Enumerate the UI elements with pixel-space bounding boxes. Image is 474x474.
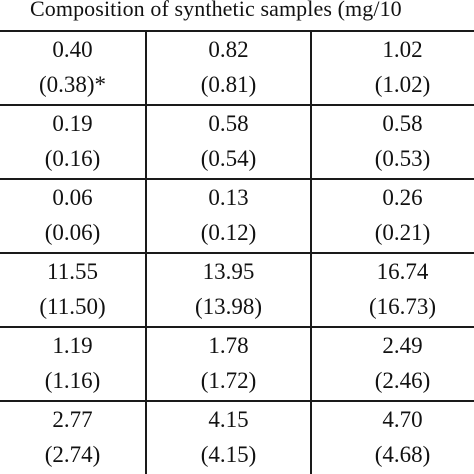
cell-recovered-value: (1.16) [44,368,101,393]
table-header: Composition of synthetic samples (mg/10 [30,0,402,21]
table-row: 0.06 (0.06) 0.13 (0.12) 0.26 (0.21) [0,178,474,254]
cell-recovered-value: (2.46) [374,368,431,393]
cell-value: 2.77 [52,407,93,432]
cell-recovered-value: (0.16) [44,146,101,171]
cell-recovered-value: (0.12) [200,220,257,245]
table-cell: 1.19 (1.16) [0,326,147,402]
cell-recovered-value: (1.02) [374,72,431,97]
cell-value: 4.70 [382,407,423,432]
table-cell: 0.58 (0.53) [310,104,474,180]
table-cell: 0.13 (0.12) [145,178,312,254]
cell-value: 0.13 [208,185,249,210]
cell-recovered-value: (16.73) [368,294,437,319]
cell-value: 0.58 [208,111,249,136]
table-row: 2.77 (2.74) 4.15 (4.15) 4.70 (4.68) [0,400,474,474]
cell-value: 11.55 [47,259,98,284]
cell-recovered-value: (4.15) [200,442,257,467]
table-cell: 13.95 (13.98) [145,252,312,328]
cell-recovered-value: (4.68) [374,442,431,467]
table-cell: 0.82 (0.81) [145,30,312,106]
table-cell: 2.49 (2.46) [310,326,474,402]
composition-table: 0.40 (0.38)* 0.82 (0.81) 1.02 (1.02) 0.19 (0… [0,30,474,474]
cell-value: 13.95 [202,259,255,284]
cell-value: 0.58 [382,111,423,136]
cell-value: 1.19 [52,333,93,358]
table-cell: 0.19 (0.16) [0,104,147,180]
table-cell: 1.78 (1.72) [145,326,312,402]
cell-recovered-value: (1.72) [200,368,257,393]
cell-recovered-value: (13.98) [194,294,263,319]
cell-recovered-value: (11.50) [39,294,106,319]
cell-recovered-value: (0.06) [44,220,101,245]
cell-value: 4.15 [208,407,249,432]
table-cell: 11.55 (11.50) [0,252,147,328]
table-cell: 0.06 (0.06) [0,178,147,254]
cell-value: 16.74 [376,259,429,284]
cell-recovered-value: (2.74) [44,442,101,467]
table-row: 11.55 (11.50) 13.95 (13.98) 16.74 (16.73) [0,252,474,328]
cell-recovered-value: (0.54) [200,146,257,171]
cell-value: 2.49 [382,333,423,358]
table-cell: 2.77 (2.74) [0,400,147,474]
table-row: 0.19 (0.16) 0.58 (0.54) 0.58 (0.53) [0,104,474,180]
cell-recovered-value: (0.81) [200,72,257,97]
table-row: 1.19 (1.16) 1.78 (1.72) 2.49 (2.46) [0,326,474,402]
cell-recovered-value: (0.53) [374,146,431,171]
cell-value: 0.82 [208,37,249,62]
cell-value: 1.02 [382,37,423,62]
cell-value: 1.78 [208,333,249,358]
table-cell: 16.74 (16.73) [310,252,474,328]
table-row: 0.40 (0.38)* 0.82 (0.81) 1.02 (1.02) [0,30,474,106]
table-cell: 0.40 (0.38)* [0,30,147,106]
cell-value: 0.19 [52,111,93,136]
cell-recovered-value: (0.21) [374,220,431,245]
cell-value: 0.40 [52,37,93,62]
table-cell: 4.15 (4.15) [145,400,312,474]
cell-value: 0.26 [382,185,423,210]
table-cell: 4.70 (4.68) [310,400,474,474]
table-cell: 1.02 (1.02) [310,30,474,106]
table-cell: 0.58 (0.54) [145,104,312,180]
cell-recovered-value: (0.38)* [38,72,107,97]
table-cell: 0.26 (0.21) [310,178,474,254]
cell-value: 0.06 [52,185,93,210]
